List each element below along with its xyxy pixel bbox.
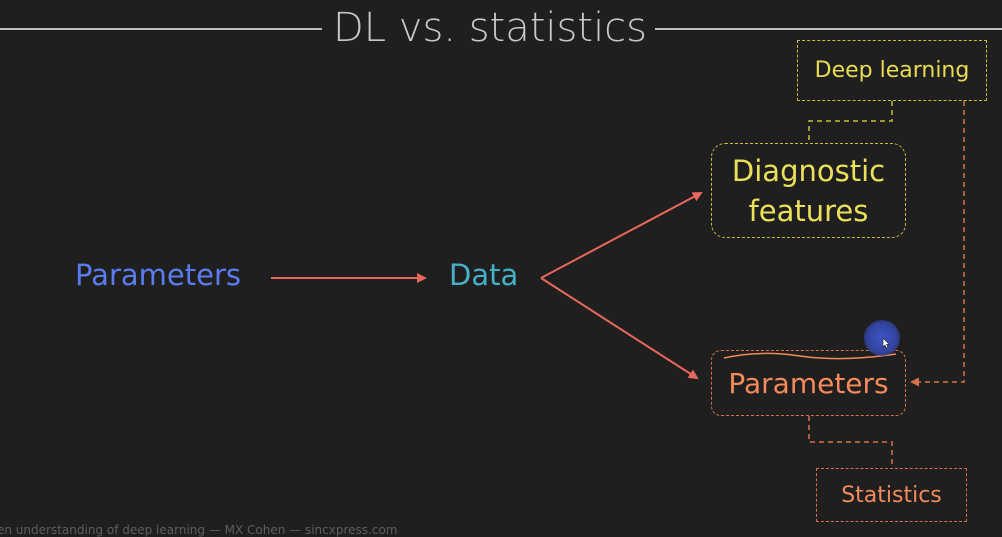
title-rule-right: [655, 28, 1002, 30]
statistics-label: Statistics: [841, 482, 942, 508]
data-node: Data: [449, 258, 519, 292]
diagnostic-features-box: Diagnostic features: [711, 143, 906, 238]
connector-parameters-to-statistics: [808, 416, 893, 468]
footer-credit: en understanding of deep learning — MX C…: [0, 523, 398, 537]
title-rule-left: [0, 28, 322, 30]
connector-deep-to-parameters: [910, 101, 965, 387]
statistics-box: Statistics: [816, 468, 967, 522]
diagnostic-line2: features: [748, 193, 869, 228]
mouse-pointer-icon: [864, 320, 900, 356]
deep-learning-box: Deep learning: [797, 40, 987, 101]
parameters-label-right: Parameters: [728, 366, 889, 400]
arrow-data-to-diagnostic: [540, 192, 703, 279]
diagnostic-line1: Diagnostic: [731, 153, 886, 188]
parameters-node-left: Parameters: [75, 258, 241, 292]
parameters-box-right: Parameters: [711, 350, 906, 416]
connector-deep-to-diagnostic: [808, 101, 893, 143]
deep-learning-label: Deep learning: [814, 58, 970, 83]
slide-title: DL vs. statistics: [332, 5, 648, 51]
arrow-data-to-parameters: [540, 277, 699, 380]
